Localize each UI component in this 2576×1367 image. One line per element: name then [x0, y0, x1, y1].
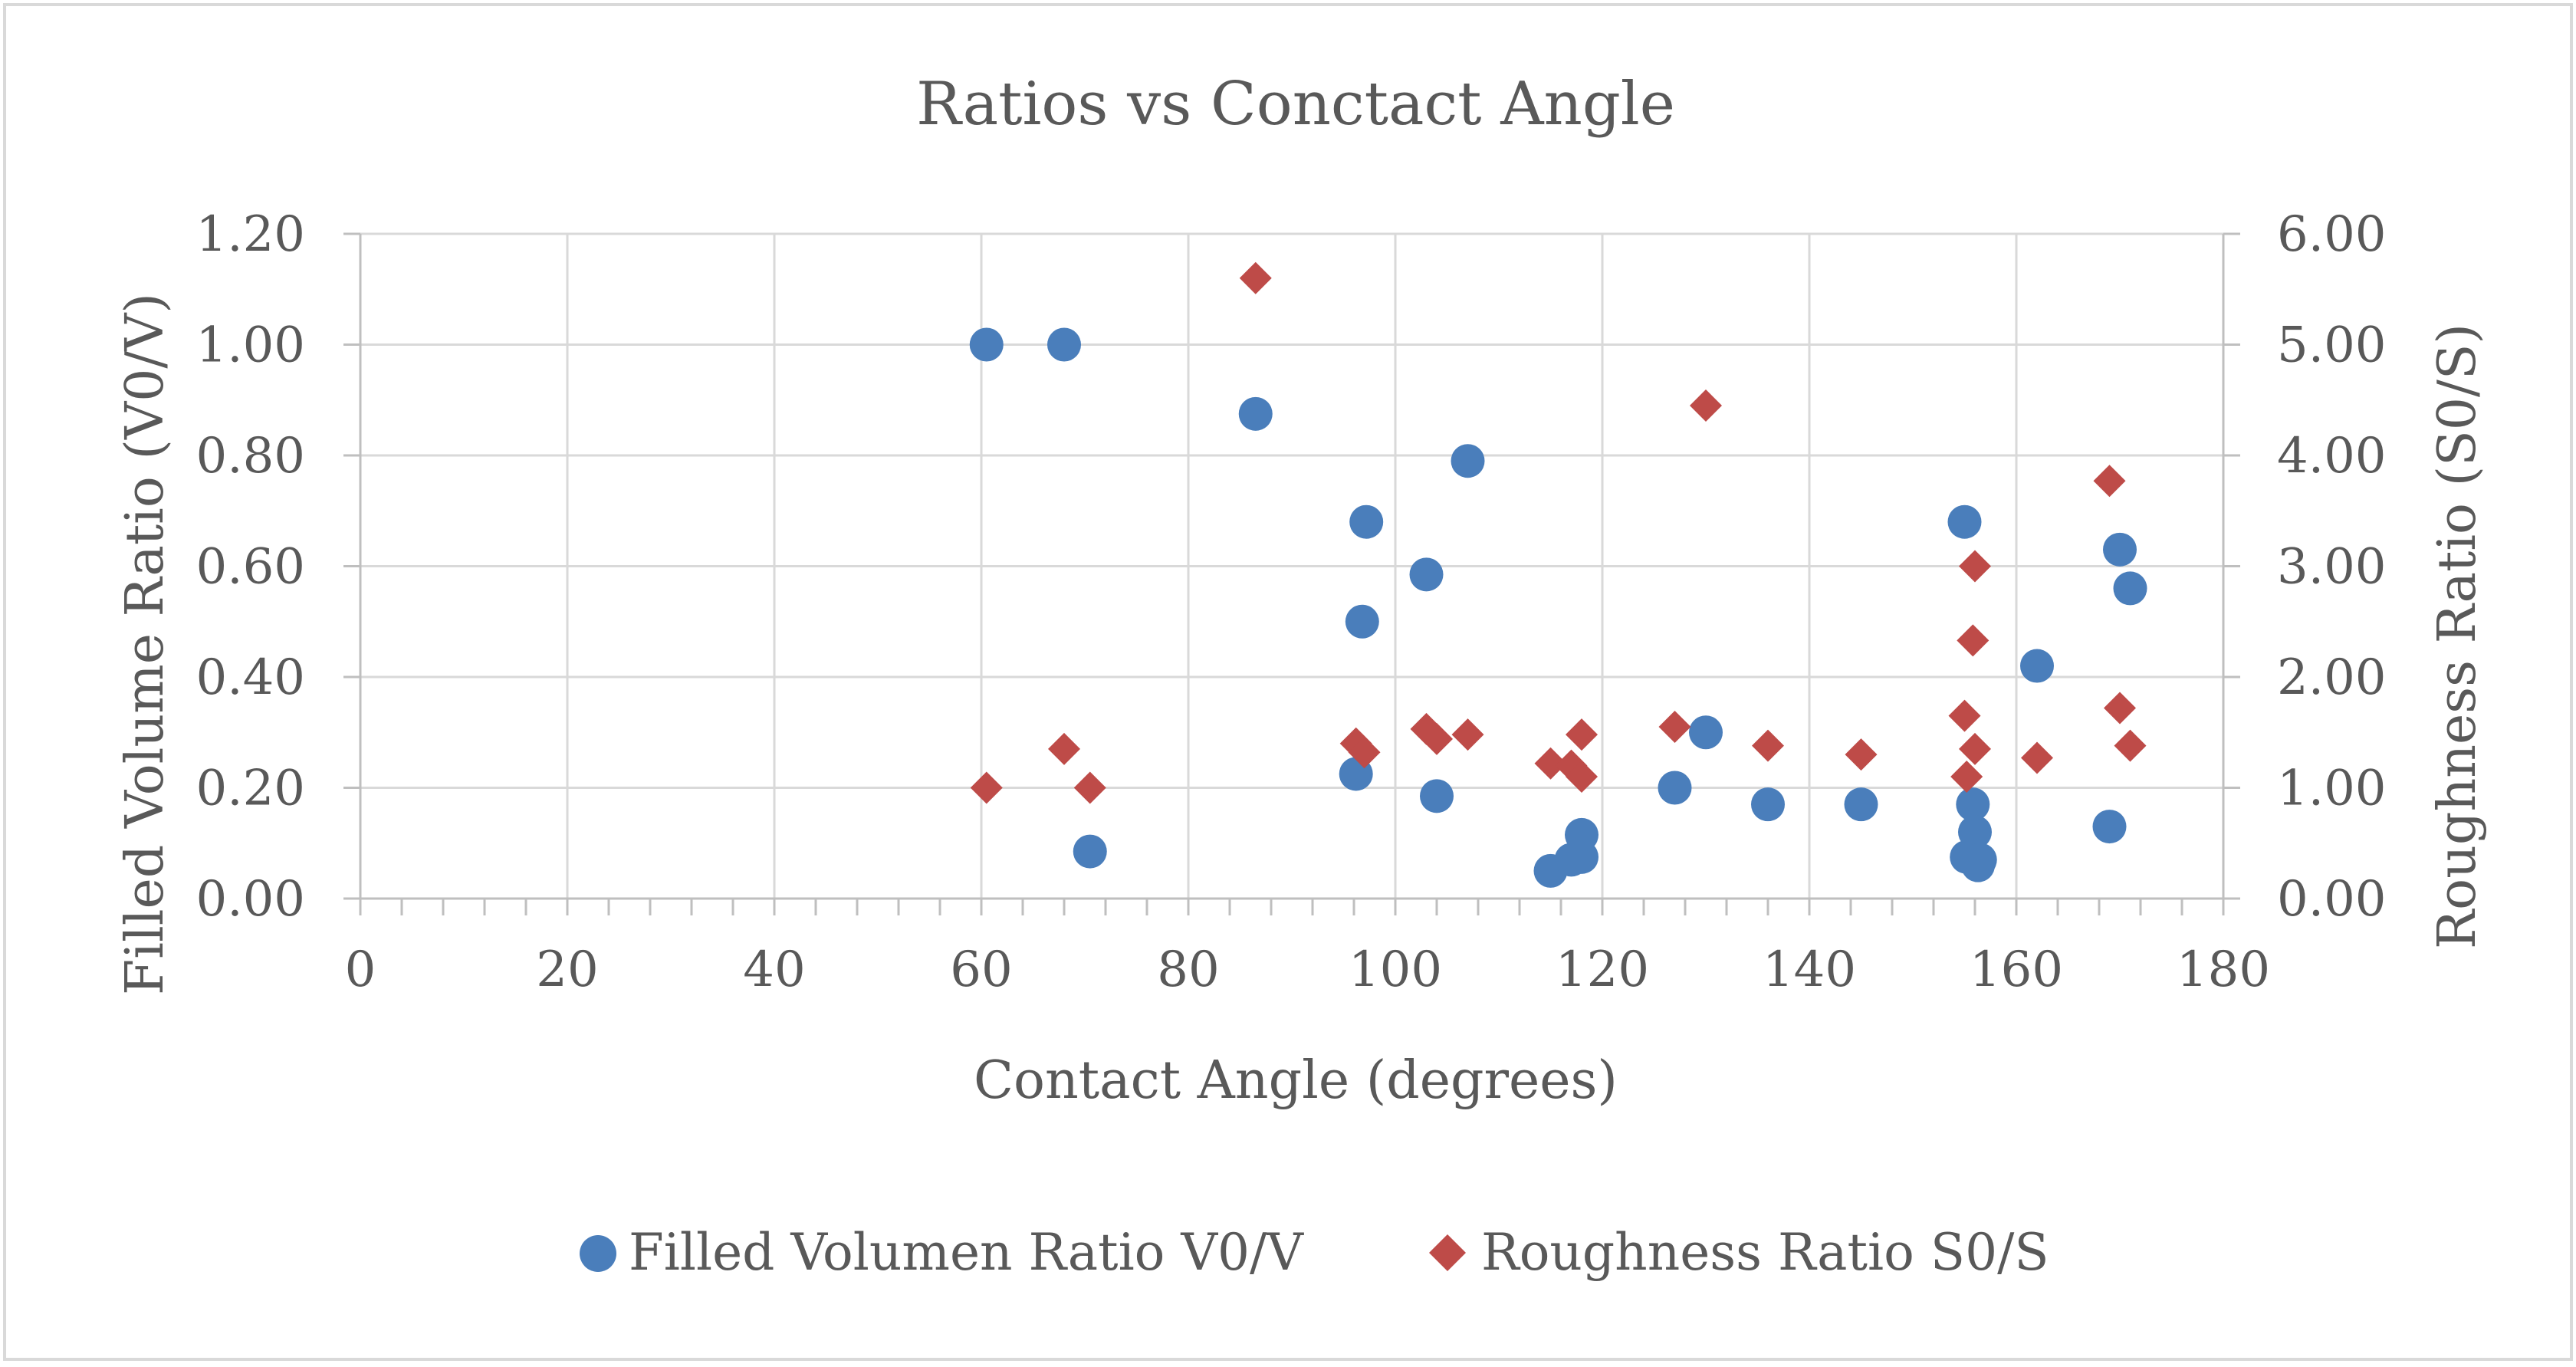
data-point-filled-volume [1689, 715, 1723, 750]
data-point-roughness [1451, 718, 1484, 751]
data-point-filled-volume [1451, 444, 1485, 478]
y2-tick-label: 3.00 [2277, 539, 2387, 596]
data-point-roughness [970, 771, 1003, 804]
data-point-filled-volume [969, 327, 1004, 362]
y2-tick-label: 0.00 [2277, 871, 2387, 928]
y2-axis-title: Roughness Ratio (S0/S) [2427, 324, 2488, 949]
data-point-roughness [1048, 732, 1080, 765]
data-point-roughness [1421, 722, 1453, 755]
data-point-roughness [1959, 732, 1991, 765]
data-point-filled-volume [1751, 787, 1785, 822]
data-point-filled-volume [1565, 817, 1598, 852]
data-point-filled-volume [1658, 771, 1692, 805]
x-tick-label: 0 [345, 941, 376, 998]
x-tick-label: 180 [2177, 941, 2270, 998]
data-point-filled-volume [2020, 649, 2054, 683]
data-point-roughness [2021, 741, 2053, 774]
data-point-roughness [1959, 550, 1991, 583]
data-point-roughness [2104, 692, 2136, 725]
data-point-roughness [1948, 699, 1981, 732]
y-tick-label: 1.20 [196, 206, 306, 263]
data-point-filled-volume [2092, 810, 2127, 844]
y-tick-label: 0.20 [196, 761, 306, 817]
data-point-roughness [1239, 261, 1272, 294]
x-tick-label: 100 [1349, 941, 1442, 998]
legend-marker-diamond [1429, 1234, 1466, 1271]
x-tick-label: 160 [1970, 941, 2063, 998]
data-point-filled-volume [1958, 815, 1992, 849]
data-point-filled-volume [1238, 396, 1273, 431]
chart-title: Ratios vs Conctact Angle [916, 70, 1675, 139]
x-tick-label: 60 [950, 941, 1012, 998]
data-point-roughness [2114, 729, 2147, 762]
legend: Filled Volumen Ratio V0/V Roughness Rati… [580, 1223, 2049, 1282]
chart-border [3, 3, 2573, 1361]
data-point-filled-volume [2103, 532, 2137, 567]
data-point-roughness [1752, 729, 1784, 762]
data-point-filled-volume [1963, 843, 1997, 877]
data-point-filled-volume [1409, 557, 1444, 592]
data-point-roughness [1690, 389, 1722, 422]
data-point-roughness [1845, 738, 1878, 771]
legend-label-filled-volume: Filled Volumen Ratio V0/V [629, 1223, 1304, 1282]
x-tick-label: 40 [743, 941, 805, 998]
data-point-filled-volume [1073, 834, 1107, 869]
gridlines [360, 232, 2225, 899]
x-tick-label: 20 [536, 941, 598, 998]
y2-tick-label: 4.00 [2277, 428, 2387, 485]
y-tick-label: 1.00 [196, 317, 306, 374]
y2-tick-label: 1.00 [2277, 761, 2387, 817]
data-point-roughness [1957, 624, 1990, 657]
data-point-filled-volume [2113, 571, 2147, 606]
y-tick-label: 0.80 [196, 428, 306, 485]
data-point-filled-volume [1956, 787, 1990, 822]
x-tick-label: 80 [1157, 941, 1219, 998]
data-point-roughness [1073, 771, 1106, 804]
y2-tick-label: 2.00 [2277, 649, 2387, 706]
y2-tick-label: 5.00 [2277, 317, 2387, 374]
y-axis-title: Filled Volume Ratio (V0/V) [115, 293, 176, 995]
data-points [969, 261, 2147, 888]
data-point-roughness [1566, 761, 1598, 794]
legend-label-roughness: Roughness Ratio S0/S [1481, 1223, 2049, 1282]
data-point-filled-volume [1844, 787, 1878, 822]
data-point-roughness [1658, 711, 1691, 744]
y-tick-label: 0.40 [196, 649, 306, 706]
data-point-filled-volume [1947, 504, 1982, 539]
y-tick-label: 0.00 [196, 871, 306, 928]
data-point-filled-volume [1047, 327, 1081, 362]
data-point-roughness [2093, 465, 2126, 498]
tick-labels: 0 20 40 60 80 100 120 140 160 1800.000.200.400.60… [196, 206, 2387, 998]
data-point-filled-volume [1345, 604, 1379, 639]
data-point-roughness [1566, 718, 1598, 751]
y-tick-label: 0.60 [196, 539, 306, 596]
data-point-roughness [1348, 736, 1381, 769]
legend-marker-circle [580, 1235, 616, 1272]
x-axis-title: Contact Angle (degrees) [974, 1050, 1618, 1111]
axes [343, 232, 2240, 915]
data-point-roughness [1534, 747, 1567, 780]
data-point-roughness [1950, 761, 1983, 794]
x-tick-label: 120 [1556, 941, 1649, 998]
data-point-filled-volume [1349, 504, 1384, 539]
y2-tick-label: 6.00 [2277, 206, 2387, 263]
x-tick-label: 140 [1763, 941, 1856, 998]
data-point-filled-volume [1420, 779, 1454, 813]
